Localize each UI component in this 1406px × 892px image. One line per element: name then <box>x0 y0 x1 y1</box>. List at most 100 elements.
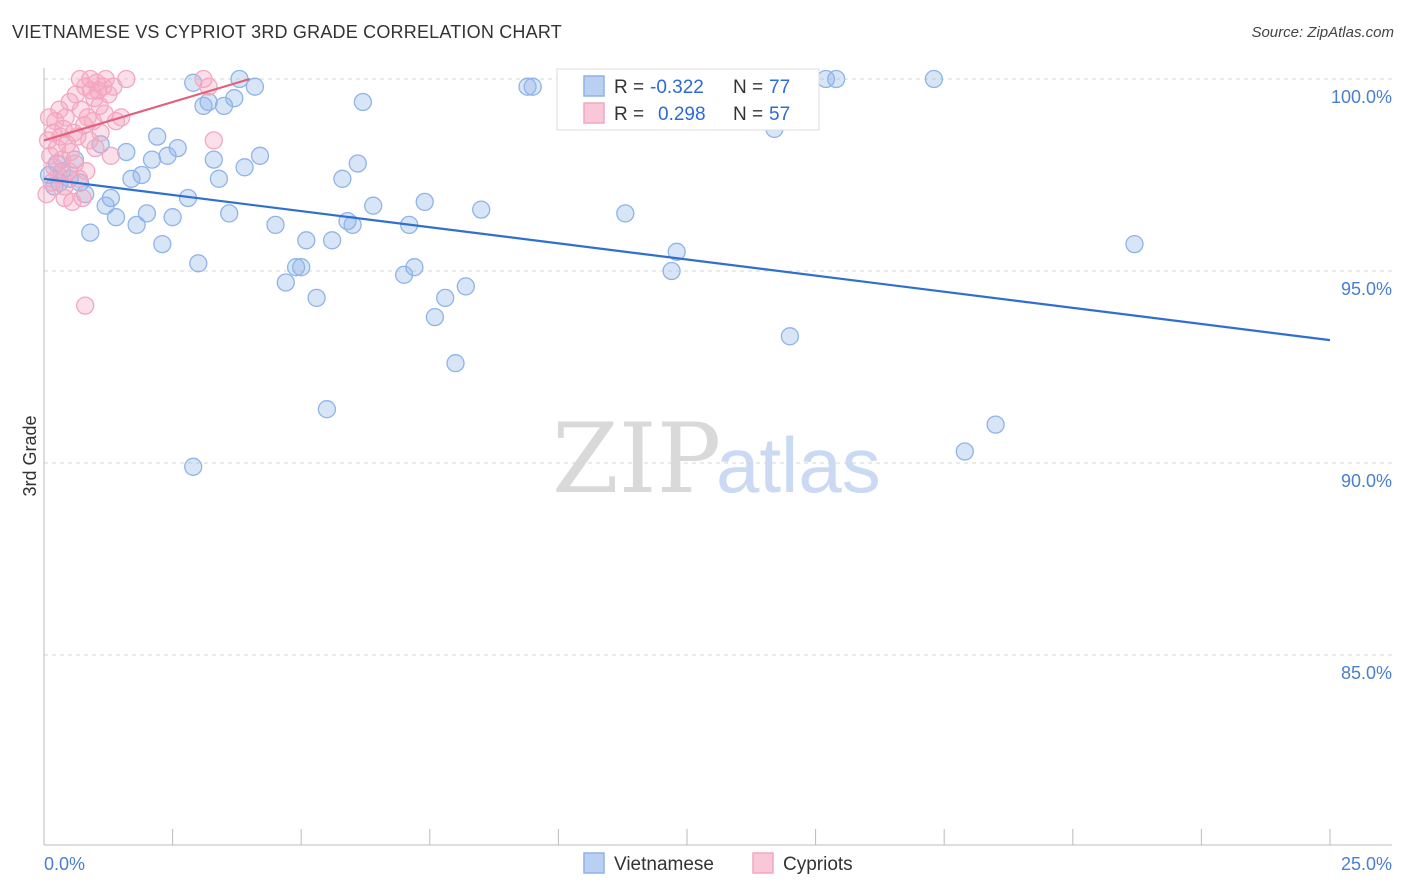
x-tick-label-right: 25.0% <box>1341 854 1392 874</box>
stats-r-value-vietnamese: -0.322 <box>650 77 704 98</box>
vietnamese-point-55 <box>394 265 414 284</box>
cypriots-point-51 <box>117 69 136 89</box>
bottom-legend: Vietnamese Cypriots <box>583 852 853 875</box>
vietnamese-point-49 <box>343 215 362 235</box>
stats-swatch-cypriots <box>583 102 605 124</box>
chart-title: VIETNAMESE VS CYPRIOT 3RD GRADE CORRELAT… <box>12 22 562 42</box>
vietnamese-point-62 <box>518 77 537 96</box>
vietnamese-point-63 <box>523 77 542 96</box>
vietnamese-point-73 <box>924 69 944 89</box>
vietnamese-point-56 <box>415 192 434 212</box>
vietnamese-point-15 <box>122 169 141 188</box>
cypriots-point-54 <box>204 131 223 150</box>
vietnamese-point-23 <box>163 208 182 227</box>
vietnamese-point-29 <box>199 92 218 112</box>
vietnamese-point-57 <box>425 307 445 327</box>
vietnamese-point-58 <box>436 288 455 308</box>
cypriots-point-45 <box>96 69 115 89</box>
vietnamese-point-67 <box>667 242 686 261</box>
source-label: Source: ZipAtlas.com <box>1251 24 1394 41</box>
vietnamese-point-39 <box>266 215 285 235</box>
vietnamese-point-19 <box>142 150 162 169</box>
vietnamese-point-44 <box>307 288 326 308</box>
x-ticks <box>43 829 1331 845</box>
vietnamese-point-13 <box>106 208 126 227</box>
vietnamese-point-17 <box>132 165 151 185</box>
stats-n-value-cypriots: 57 <box>769 104 790 125</box>
vietnamese-point-12 <box>101 188 121 208</box>
legend-label-vietnamese[interactable]: Vietnamese <box>614 854 714 875</box>
vietnamese-point-34 <box>225 89 244 108</box>
stats-r-label-cypriots: R = <box>614 104 644 125</box>
vietnamese-point-40 <box>276 273 295 292</box>
vietnamese-point-54 <box>405 258 424 277</box>
y-tick-labels: 100.0% 95.0% 90.0% 85.0% <box>1331 87 1392 683</box>
x-tick-label-left: 0.0% <box>44 854 85 874</box>
vietnamese-point-74 <box>955 442 974 461</box>
trend-lines <box>43 77 1331 342</box>
vietnamese-trend-line <box>43 177 1331 342</box>
vietnamese-point-72 <box>827 69 846 89</box>
vietnamese-point-45 <box>317 400 337 419</box>
vietnamese-point-18 <box>137 204 157 223</box>
legend-swatch-cypriots[interactable] <box>752 852 774 874</box>
vietnamese-point-37 <box>245 77 265 96</box>
cypriots-points <box>37 69 223 315</box>
vietnamese-point-47 <box>333 169 352 188</box>
vietnamese-point-46 <box>322 231 342 250</box>
legend-swatch-vietnamese[interactable] <box>583 852 605 874</box>
vietnamese-point-38 <box>250 146 270 165</box>
vietnamese-point-51 <box>353 92 373 112</box>
watermark-atlas: atlas <box>716 421 881 509</box>
vietnamese-point-31 <box>209 169 229 188</box>
cypriots-point-28 <box>73 188 92 208</box>
vietnamese-point-42 <box>292 258 311 277</box>
stats-n-label-vietnamese: N = <box>733 77 763 98</box>
cypriots-point-47 <box>101 146 121 165</box>
cypriots-point-19 <box>61 142 80 162</box>
y-tick-label-0: 100.0% <box>1331 87 1392 107</box>
cypriots-point-55 <box>55 188 74 208</box>
vietnamese-point-50 <box>348 154 367 173</box>
vietnamese-point-27 <box>189 254 208 273</box>
vietnamese-point-36 <box>235 158 254 177</box>
y-axis-title: 3rd Grade <box>20 415 40 496</box>
axes <box>43 68 1392 846</box>
stats-n-label-cypriots: N = <box>733 104 763 125</box>
vietnamese-point-9 <box>81 223 100 242</box>
vietnamese-point-52 <box>364 196 383 215</box>
stats-box: R = -0.322 N = 77 R = 0.298 N = 57 <box>556 68 820 131</box>
vietnamese-point-59 <box>446 354 465 373</box>
cypriots-point-38 <box>86 138 105 158</box>
vietnamese-point-16 <box>127 215 146 235</box>
vietnamese-point-76 <box>1125 234 1144 254</box>
vietnamese-point-60 <box>456 277 475 296</box>
cypriots-point-8 <box>47 138 67 158</box>
vietnamese-point-41 <box>286 258 306 277</box>
legend-label-cypriots[interactable]: Cypriots <box>783 854 853 875</box>
y-tick-label-3: 85.0% <box>1341 663 1392 683</box>
cypriots-point-15 <box>56 108 75 127</box>
vietnamese-point-14 <box>117 142 136 162</box>
vietnamese-point-43 <box>297 231 316 250</box>
vietnamese-point-30 <box>204 150 223 169</box>
vietnamese-point-20 <box>148 127 167 146</box>
vietnamese-point-33 <box>220 204 239 223</box>
stats-swatch-vietnamese <box>583 75 605 97</box>
vietnamese-point-21 <box>153 234 172 254</box>
vietnamese-point-65 <box>616 204 635 223</box>
stats-n-value-vietnamese: 77 <box>769 77 790 98</box>
cypriots-point-42 <box>91 123 110 142</box>
cypriots-point-31 <box>77 162 96 181</box>
cypriots-point-0 <box>37 185 56 204</box>
vietnamese-point-64 <box>184 457 203 476</box>
cypriots-point-56 <box>76 296 95 315</box>
vietnamese-point-24 <box>168 138 187 158</box>
cypriots-trend-line <box>43 77 251 142</box>
y-tick-label-1: 95.0% <box>1341 279 1392 299</box>
y-tick-label-2: 90.0% <box>1341 471 1392 491</box>
vietnamese-point-61 <box>472 200 491 219</box>
vietnamese-point-68 <box>662 261 681 281</box>
vietnamese-point-75 <box>986 415 1005 434</box>
